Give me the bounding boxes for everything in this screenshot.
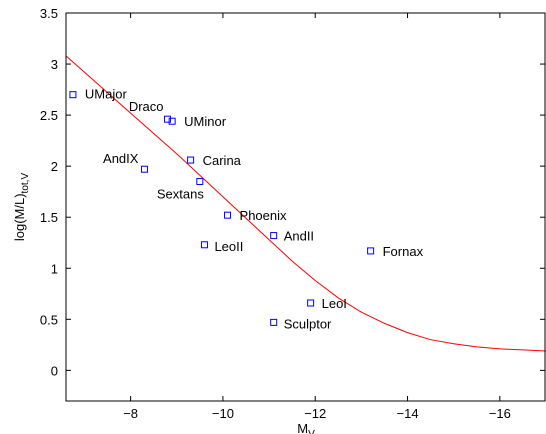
y-tick-label: 2 — [51, 159, 58, 174]
y-tick-label: 2.5 — [40, 108, 58, 123]
data-points-layer — [69, 91, 375, 326]
plot-frame — [65, 12, 546, 402]
data-point-label: Fornax — [383, 244, 424, 259]
data-point-marker — [270, 318, 278, 326]
data-point-marker — [200, 241, 208, 249]
y-tick-label: 1.5 — [40, 210, 58, 225]
y-tick-label: 0 — [51, 363, 58, 378]
data-point-label: AndIX — [103, 151, 139, 166]
x-tick-label: −14 — [397, 406, 419, 421]
data-point-label: AndII — [284, 229, 314, 244]
data-point-marker — [187, 156, 195, 164]
data-point-marker — [270, 232, 278, 240]
model-curve — [65, 55, 546, 352]
y-tick-label: 1 — [51, 261, 58, 276]
data-point-marker — [224, 211, 232, 219]
data-point-label: Sculptor — [284, 316, 332, 331]
data-point-label: LeoI — [322, 296, 347, 311]
data-point-label: Phoenix — [240, 208, 287, 223]
model-curve-layer — [65, 55, 546, 352]
y-tick-label: 3.5 — [40, 6, 58, 21]
data-point-label: Sextans — [157, 186, 204, 201]
data-point-label: UMajor — [85, 87, 128, 102]
data-point-marker — [164, 115, 172, 123]
data-point-label: Draco — [129, 99, 164, 114]
y-tick-label: 0.5 — [40, 312, 58, 327]
data-point-marker — [168, 117, 176, 125]
data-point-marker — [196, 177, 204, 185]
x-tick-label: −10 — [212, 406, 234, 421]
data-point-marker — [140, 165, 148, 173]
data-point-label: UMinor — [184, 114, 227, 129]
x-tick-label: −8 — [123, 406, 138, 421]
data-point-marker — [307, 299, 315, 307]
data-point-marker — [69, 91, 77, 99]
y-tick-label: 3 — [51, 57, 58, 72]
data-point-label: LeoII — [214, 239, 243, 254]
data-point-label: Carina — [203, 153, 242, 168]
y-axis-label: log(M/L)tot,V — [12, 173, 31, 242]
axis-ticks: 0 0.5 1 1.5 2 2.5 3 3.5 −8 −10 −12 −14 −16 — [40, 6, 545, 421]
x-axis-label: MV — [297, 421, 315, 434]
x-tick-label: −16 — [489, 406, 511, 421]
x-tick-label: −12 — [304, 406, 326, 421]
data-point-marker — [367, 247, 375, 255]
